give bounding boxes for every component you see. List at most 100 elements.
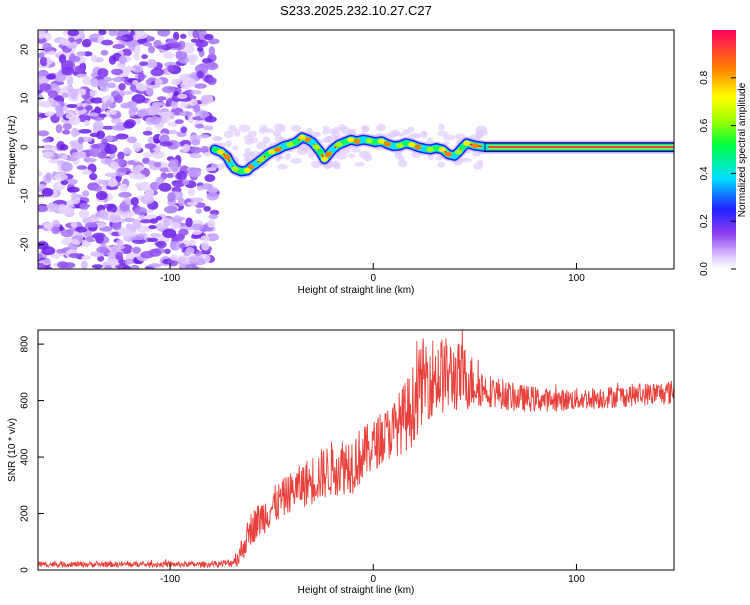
noise-blob (149, 233, 162, 238)
noise-blob (61, 155, 68, 160)
noise-blob (182, 45, 195, 54)
noise-blob (244, 147, 251, 155)
noise-blob (332, 130, 341, 139)
noise-blob (203, 205, 211, 212)
noise-blob (126, 136, 138, 144)
noise-blob (90, 144, 101, 150)
noise-blob (153, 161, 162, 168)
noise-blob (443, 134, 455, 141)
noise-blob (175, 51, 188, 61)
noise-blob (361, 126, 370, 132)
noise-blob (232, 145, 239, 151)
noise-blob (115, 36, 128, 41)
noise-blob (68, 242, 79, 251)
noise-blob (139, 61, 149, 66)
noise-blob (169, 254, 179, 261)
noise-blob (324, 135, 333, 143)
noise-blob (314, 131, 321, 138)
colorbar: 0.0 0.2 0.4 0.6 0.8 Normalized spectral ampl… (699, 30, 748, 276)
colorbar-tick-label: 0.8 (699, 70, 710, 84)
noise-blob (322, 129, 329, 135)
noise-blob (272, 130, 282, 137)
noise-blob (142, 42, 153, 47)
noise-blob (107, 82, 116, 89)
noise-blob (38, 130, 50, 137)
spectral-trace (208, 130, 674, 178)
trace-bead (347, 137, 355, 143)
trace-bead (274, 147, 282, 152)
noise-blob (179, 103, 189, 108)
noise-blob (228, 124, 237, 132)
noise-blob (147, 45, 156, 54)
snr-y-label: SNR (10 * v/v) (7, 418, 18, 482)
noise-blob (148, 224, 157, 230)
noise-blob (186, 201, 198, 206)
noise-blob (97, 67, 109, 78)
noise-blob (115, 133, 129, 140)
noise-blob (111, 68, 124, 76)
noise-blob (168, 159, 176, 169)
noise-blob (167, 64, 175, 73)
noise-blob (41, 144, 55, 149)
noise-blob (190, 147, 203, 154)
noise-blob (208, 46, 216, 57)
spectrogram-xtick-label: -100 (160, 273, 180, 284)
noise-blob (213, 136, 222, 142)
figure-title: S233.2025.232.10.27.C27 (280, 3, 432, 18)
noise-blob (60, 229, 74, 238)
noise-blob (108, 261, 120, 267)
trace-tail-outline (484, 142, 674, 152)
noise-blob (70, 127, 79, 138)
noise-blob (149, 181, 160, 191)
noise-blob (132, 238, 147, 245)
trace-bead (268, 149, 276, 155)
noise-blob (48, 203, 60, 212)
noise-blob (77, 136, 85, 144)
noise-blob (111, 117, 122, 124)
noise-blob (185, 247, 195, 255)
noise-blob (172, 233, 185, 242)
noise-blob (108, 30, 117, 37)
noise-blob (185, 217, 193, 228)
snr-x-label: Height of straight line (km) (298, 585, 415, 596)
noise-blob (122, 90, 134, 95)
noise-blob (104, 144, 118, 155)
noise-blob (40, 101, 52, 108)
noise-blob (144, 143, 157, 150)
noise-blob (145, 126, 153, 132)
noise-blob (204, 116, 217, 123)
noise-blob (72, 151, 87, 159)
noise-blob (137, 72, 145, 82)
noise-blob (60, 162, 73, 172)
trace-bead (312, 144, 320, 150)
snr-xtick-label: 100 (568, 574, 585, 585)
noise-blob (189, 153, 202, 159)
colorbar-label: Normalized spectral amplitude (737, 82, 748, 217)
noise-blob (38, 253, 43, 259)
noise-blob (148, 263, 162, 268)
snr-ytick-label: 800 (20, 335, 31, 352)
trace-bead (390, 143, 398, 149)
noise-blob (102, 125, 115, 130)
trace-bead (438, 147, 446, 152)
noise-blob (161, 115, 171, 123)
noise-blob (76, 165, 88, 170)
noise-blob (134, 173, 146, 180)
noise-blob (176, 93, 188, 99)
noise-blob (100, 158, 114, 165)
trace-bead (471, 143, 479, 149)
trace-bead (308, 139, 316, 145)
noise-blob (208, 38, 220, 45)
noise-blob (182, 77, 197, 88)
snr-series (38, 330, 674, 569)
noise-blob (167, 192, 176, 203)
noise-blob (104, 172, 119, 177)
noise-blob (119, 183, 128, 192)
noise-blob (148, 248, 162, 257)
noise-blob (38, 30, 46, 40)
noise-blob (109, 215, 122, 222)
noise-blob (71, 239, 79, 245)
trace-bead (408, 142, 416, 148)
